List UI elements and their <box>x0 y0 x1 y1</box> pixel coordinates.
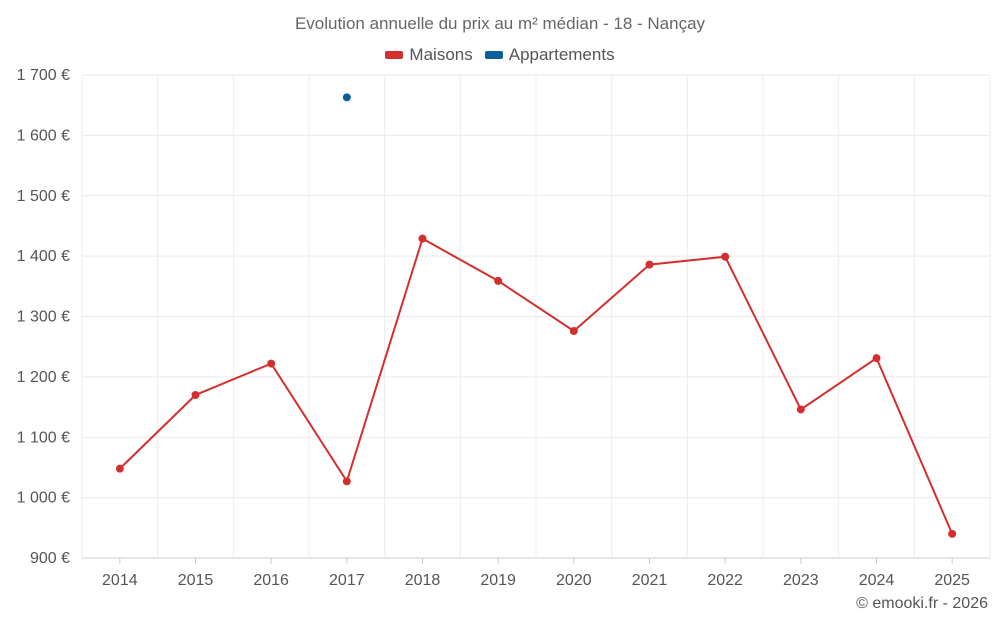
legend-swatch-appartements <box>484 51 503 59</box>
data-point-maisons <box>191 390 200 399</box>
x-tick-label: 2018 <box>405 572 441 589</box>
data-point-appartements <box>342 93 351 102</box>
x-tick-label: 2022 <box>707 572 743 589</box>
legend-label-maisons: Maisons <box>409 45 473 64</box>
y-tick-label: 1 000 € <box>17 490 70 507</box>
data-point-maisons <box>267 359 276 368</box>
legend-label-appartements: Appartements <box>508 45 615 64</box>
x-tick-label: 2014 <box>102 572 138 589</box>
data-point-maisons <box>342 477 351 486</box>
x-tick-label: 2017 <box>329 572 365 589</box>
x-tick-label: 2020 <box>556 572 592 589</box>
credit-text: © emooki.fr - 2026 <box>856 595 988 612</box>
chart-legend: Maisons Appartements <box>0 45 1000 65</box>
legend-item-appartements[interactable]: Appartements <box>484 45 615 65</box>
y-tick-label: 1 300 € <box>17 309 70 326</box>
x-tick-label: 2024 <box>859 572 895 589</box>
x-tick-label: 2023 <box>783 572 819 589</box>
x-tick-label: 2015 <box>178 572 214 589</box>
y-tick-label: 1 400 € <box>17 248 70 265</box>
data-point-maisons <box>872 354 881 363</box>
x-tick-label: 2025 <box>934 572 970 589</box>
data-point-maisons <box>418 234 427 243</box>
data-point-maisons <box>948 529 957 538</box>
y-tick-label: 900 € <box>30 550 70 567</box>
data-point-maisons <box>494 276 503 285</box>
y-tick-label: 1 100 € <box>17 429 70 446</box>
y-tick-label: 1 200 € <box>17 369 70 386</box>
y-tick-label: 1 500 € <box>17 188 70 205</box>
data-point-maisons <box>645 260 654 269</box>
legend-item-maisons[interactable]: Maisons <box>385 45 473 65</box>
data-point-maisons <box>115 464 124 473</box>
data-point-maisons <box>796 405 805 414</box>
x-tick-label: 2021 <box>632 572 668 589</box>
data-point-maisons <box>569 326 578 335</box>
y-tick-label: 1 600 € <box>17 127 70 144</box>
data-point-maisons <box>721 252 730 261</box>
series-line-maisons <box>119 237 954 535</box>
chart-title: Evolution annuelle du prix au m² médian … <box>294 14 706 33</box>
x-tick-label: 2019 <box>480 572 516 589</box>
x-tick-label: 2016 <box>253 572 289 589</box>
y-tick-label: 1 700 € <box>17 67 70 84</box>
legend-swatch-maisons <box>385 51 404 59</box>
